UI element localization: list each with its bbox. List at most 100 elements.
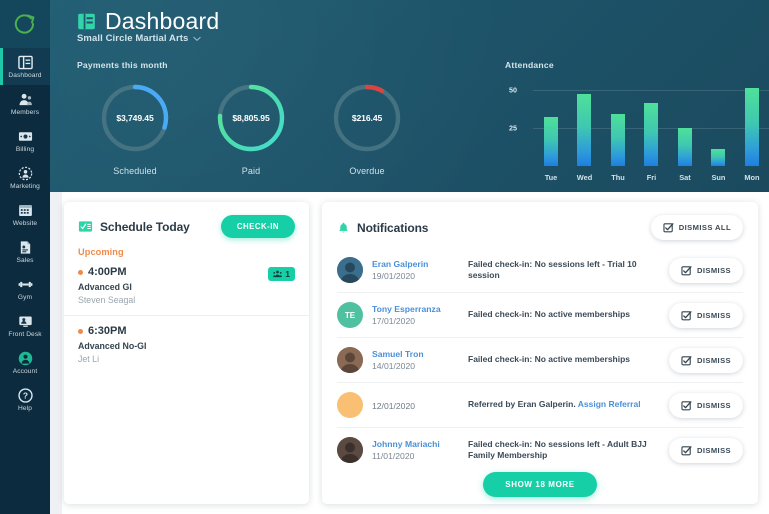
schedule-time: 4:00PM <box>78 266 295 278</box>
notification-message: Failed check-in: No active memberships <box>468 354 631 365</box>
sidebar-item-members[interactable]: Members <box>0 85 50 122</box>
status-dot-icon <box>78 328 83 334</box>
sidebar-item-front-desk[interactable]: Front Desk <box>0 307 50 344</box>
checkbox-check-icon <box>681 355 692 365</box>
dismiss-button[interactable]: DISMISS <box>668 392 743 418</box>
sidebar-item-label: Front Desk <box>8 330 42 338</box>
donut-ring: $216.45 <box>330 81 404 155</box>
notification-person: Johnny Mariachi 11/01/2020 <box>372 439 468 461</box>
donut-value: $3,749.45 <box>116 113 154 123</box>
dismiss-label: DISMISS <box>696 445 731 455</box>
notification-date: 19/01/2020 <box>372 271 416 281</box>
notification-actions: DISMISS <box>668 437 743 463</box>
chart-x-tick-label: Tue <box>544 173 558 182</box>
bell-icon <box>339 222 348 232</box>
dashboard-icon <box>78 13 95 30</box>
schedule-today-card: Schedule Today CHECK-IN Upcoming 4:00PM A… <box>64 202 309 504</box>
notification-row: Johnny Mariachi 11/01/2020 Failed check-in… <box>337 427 743 472</box>
chart-bar[interactable] <box>711 149 726 166</box>
billing-icon <box>18 131 32 141</box>
payments-section: Payments this month $3,749.45 Scheduled <box>77 60 457 176</box>
sidebar-item-dashboard[interactable]: Dashboard <box>0 48 50 85</box>
schedule-rows: 4:00PM Advanced GI Steven Seagal 1 6:30PM Adv… <box>64 257 309 374</box>
chart-bar[interactable] <box>644 103 659 166</box>
schedule-card-header: Schedule Today CHECK-IN <box>64 202 309 238</box>
dismiss-button[interactable]: DISMISS <box>668 257 743 283</box>
dismiss-button[interactable]: DISMISS <box>668 437 743 463</box>
attendance-section-label: Attendance <box>505 60 554 70</box>
chart-bar[interactable] <box>677 127 692 166</box>
sidebar-item-website[interactable]: Website <box>0 196 50 233</box>
sidebar-item-label: Help <box>18 404 32 412</box>
schedule-class-name: Advanced No-GI <box>78 341 147 351</box>
notification-message: Failed check-in: No active memberships <box>468 309 631 320</box>
check-in-button[interactable]: CHECK-IN <box>220 215 295 238</box>
dismiss-button[interactable]: DISMISS <box>668 302 743 328</box>
schedule-row[interactable]: 6:30PM Advanced No-GI Jet Li <box>64 315 309 374</box>
chart-bar[interactable] <box>610 114 625 166</box>
avatar[interactable] <box>337 347 363 373</box>
chart-bar-column[interactable] <box>636 82 666 166</box>
chart-y-tick-label: 25 <box>509 123 517 133</box>
chart-bars <box>536 82 767 166</box>
avatar-photo-icon <box>337 257 363 283</box>
chart-bar-column[interactable] <box>536 82 566 166</box>
schedule-coach-name: Jet Li <box>78 354 100 364</box>
schedule-time: 6:30PM <box>78 325 295 337</box>
page-title: Dashboard <box>105 8 220 34</box>
chart-bar-column[interactable] <box>569 82 599 166</box>
schedule-time-label: 4:00PM <box>88 266 127 278</box>
checkbox-check-icon <box>681 310 692 320</box>
sidebar-item-help[interactable]: ? Help <box>0 381 50 418</box>
notification-person: Eran Galperin 19/01/2020 <box>372 259 468 281</box>
dismiss-all-label: DISMISS ALL <box>678 223 731 232</box>
notification-member-name[interactable]: Johnny Mariachi <box>372 439 440 449</box>
notification-row: Eran Galperin 19/01/2020 Failed check-in: … <box>337 248 743 292</box>
sidebar-item-account[interactable]: Account <box>0 344 50 381</box>
sidebar-item-label: Members <box>10 108 40 116</box>
chart-bar-column[interactable] <box>603 82 633 166</box>
attendee-count-badge[interactable]: 1 <box>268 267 295 281</box>
chart-bar-column[interactable] <box>703 82 733 166</box>
donut-caption: Paid <box>241 166 261 176</box>
assign-referral-link[interactable]: Assign Referral <box>575 399 641 410</box>
sales-icon <box>20 240 30 254</box>
sidebar-item-gym[interactable]: Gym <box>0 270 50 307</box>
notification-date: 14/01/2020 <box>372 361 416 371</box>
notification-person: Tony Esperranza 17/01/2020 <box>372 304 468 326</box>
schedule-row[interactable]: 4:00PM Advanced GI Steven Seagal 1 <box>64 257 309 315</box>
dismiss-all-button[interactable]: DISMISS ALL <box>650 215 743 240</box>
avatar[interactable] <box>337 437 363 463</box>
chart-bar[interactable] <box>744 88 759 166</box>
sidebar-item-marketing[interactable]: Marketing <box>0 159 50 196</box>
notification-row: Samuel Tron 14/01/2020 Failed check-in: No… <box>337 337 743 382</box>
checkbox-check-icon <box>681 400 692 410</box>
app-logo[interactable] <box>0 0 50 48</box>
schedule-card-title: Schedule Today <box>100 219 190 234</box>
notification-actions: DISMISS <box>668 257 743 283</box>
dismiss-button[interactable]: DISMISS <box>668 347 743 373</box>
chart-bar-column[interactable] <box>737 82 767 166</box>
svg-text:?: ? <box>22 390 27 400</box>
avatar[interactable]: TE <box>337 302 363 328</box>
notification-person: Samuel Tron 14/01/2020 <box>372 349 468 371</box>
avatar[interactable] <box>337 392 363 418</box>
notification-member-name[interactable]: Tony Esperranza <box>372 304 441 314</box>
org-selector[interactable]: Small Circle Martial Arts <box>77 33 202 44</box>
sidebar-item-sales[interactable]: Sales <box>0 233 50 270</box>
schedule-icon <box>78 221 93 232</box>
org-name: Small Circle Martial Arts <box>77 33 189 44</box>
donut-ring: $8,805.95 <box>214 81 288 155</box>
avatar-photo-icon <box>337 437 363 463</box>
sidebar-item-label: Dashboard <box>8 71 42 79</box>
chart-bar-column[interactable] <box>670 82 700 166</box>
circular-arrow-logo-icon <box>14 14 35 34</box>
notification-member-name[interactable]: Samuel Tron <box>372 349 424 359</box>
chart-bar[interactable] <box>544 117 558 166</box>
chart-bar[interactable] <box>577 94 592 166</box>
notification-member-name[interactable]: Eran Galperin <box>372 259 429 269</box>
sidebar-item-billing[interactable]: Billing <box>0 122 50 159</box>
show-more-button[interactable]: SHOW 18 MORE <box>483 472 597 497</box>
avatar[interactable] <box>337 257 363 283</box>
